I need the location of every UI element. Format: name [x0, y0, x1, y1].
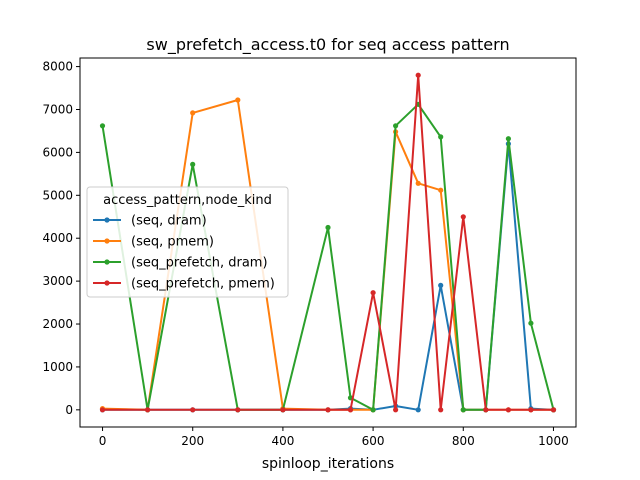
legend-item[interactable]: (seq_prefetch, dram) [93, 256, 268, 271]
data-point [347, 407, 354, 413]
data-point [528, 320, 534, 326]
data-point [483, 407, 489, 413]
y-tick-label: 8000 [42, 60, 73, 74]
data-point [415, 180, 421, 186]
x-tick-label: 0 [99, 434, 107, 448]
data-point [415, 72, 421, 78]
data-point [190, 161, 196, 167]
x-tick-label: 400 [271, 434, 294, 448]
data-point [370, 407, 376, 413]
data-point [438, 407, 444, 413]
data-point [438, 187, 444, 193]
data-point [370, 290, 376, 296]
y-tick-label: 7000 [42, 102, 73, 116]
data-point [325, 407, 331, 413]
x-tick-label: 1000 [538, 434, 569, 448]
y-tick-label: 5000 [42, 188, 73, 202]
y-tick-label: 1000 [42, 360, 73, 374]
axes: 0 200 400 600 800 1000 0 1000 2000 3000 4000 5000 60… [42, 57, 577, 448]
data-point [550, 407, 557, 413]
data-point [460, 407, 466, 413]
data-point [505, 136, 511, 142]
legend-label: (seq_prefetch, pmem) [131, 277, 275, 292]
plot-frame [79, 57, 577, 428]
legend-item[interactable]: (seq, pmem) [93, 235, 214, 250]
series-line [101, 74, 555, 411]
x-tick-label: 600 [362, 434, 385, 448]
data-point [393, 407, 399, 413]
legend-item[interactable]: (seq, dram) [93, 214, 207, 229]
data-point [145, 407, 151, 413]
data-point [235, 97, 241, 103]
series-3 [99, 72, 557, 413]
chart-title: sw_prefetch_access.t0 for seq access pat… [146, 35, 509, 55]
y-tick-label: 6000 [42, 145, 73, 159]
legend-marker [104, 238, 110, 244]
data-point [235, 407, 241, 413]
legend-label: (seq, pmem) [131, 235, 214, 250]
data-point [99, 123, 106, 129]
legend-marker [104, 259, 110, 265]
x-tick-label: 200 [181, 434, 204, 448]
y-tick-label: 4000 [42, 231, 73, 245]
y-tick-label: 3000 [42, 274, 73, 288]
y-tick-label: 2000 [42, 317, 73, 331]
data-point [99, 407, 106, 413]
legend-marker [104, 280, 110, 286]
y-tick-label: 0 [65, 403, 73, 417]
data-point [190, 110, 196, 116]
data-point [190, 407, 196, 413]
legend-item[interactable]: (seq_prefetch, pmem) [93, 277, 275, 292]
legend-box [86, 186, 289, 298]
legend-title: access_pattern,node_kind [103, 193, 272, 208]
data-point [528, 407, 534, 413]
data-point [280, 407, 286, 413]
x-tick-label: 800 [452, 434, 475, 448]
data-point [438, 282, 444, 288]
data-point [438, 134, 444, 140]
legend-label: (seq, dram) [131, 214, 207, 229]
legend-label: (seq_prefetch, dram) [131, 256, 268, 271]
data-point [393, 123, 399, 129]
legend-marker [104, 217, 110, 223]
legend[interactable]: access_pattern,node_kind (seq, dram) (seq,… [86, 186, 289, 298]
data-point [415, 407, 421, 413]
data-point [505, 407, 511, 413]
x-axis-label: spinloop_iterations [262, 456, 394, 472]
data-point [460, 214, 466, 220]
data-point [325, 224, 331, 231]
